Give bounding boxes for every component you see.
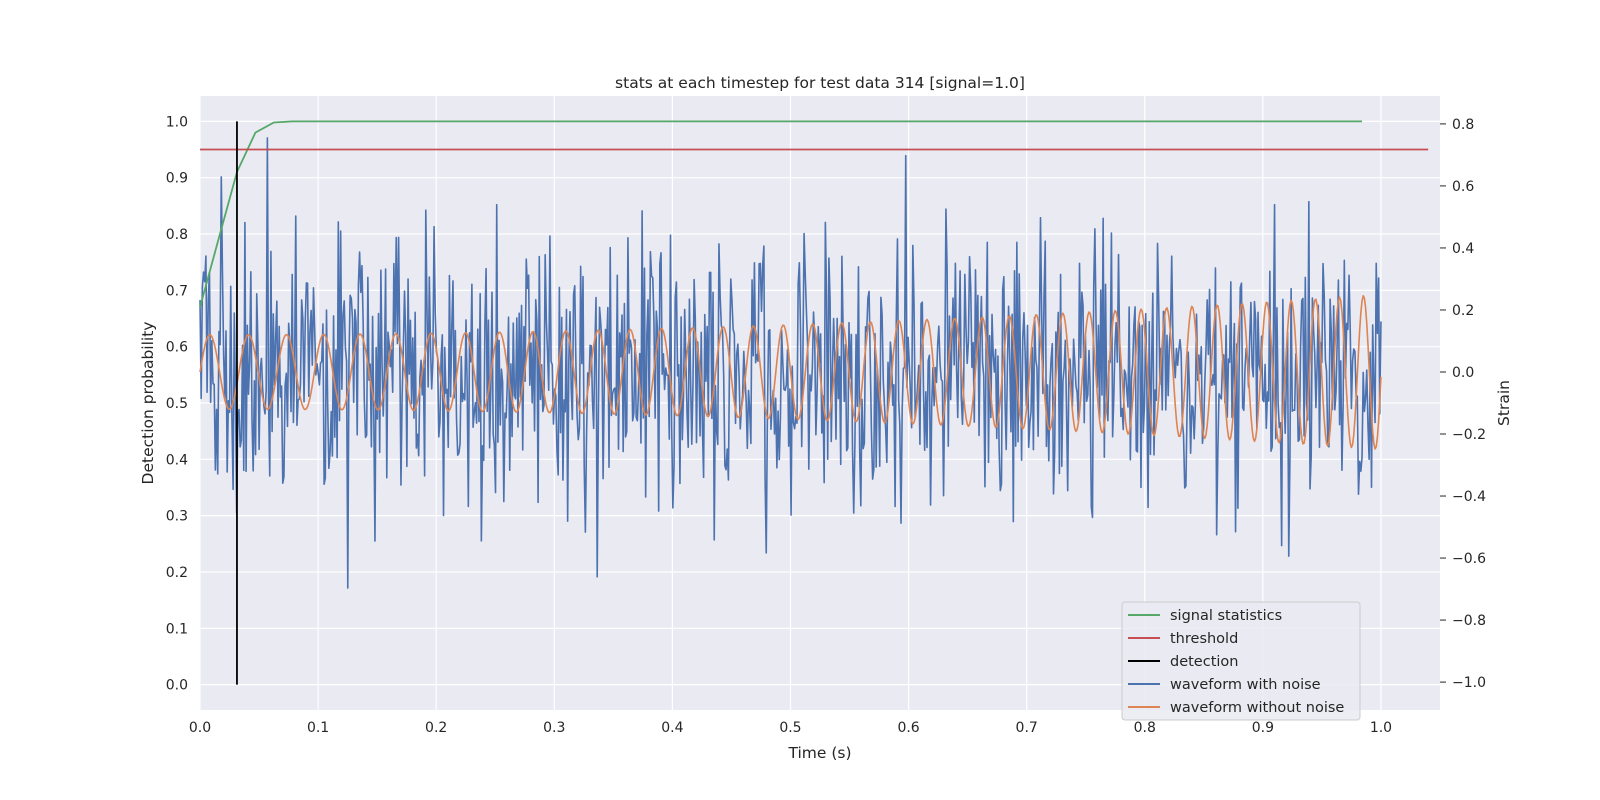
y-tick-label: 0.3 (166, 509, 188, 525)
legend: signal statistics threshold detection wa… (1121, 601, 1361, 721)
y-right-tick-label: 0.6 (1452, 179, 1474, 195)
x-tick-label: 0.2 (425, 720, 447, 736)
y-right-tick-label: 0.2 (1452, 303, 1474, 319)
y-right-tick-label: −0.4 (1452, 489, 1486, 505)
y-tick-label: 0.8 (166, 227, 188, 243)
x-axis-ticks: 0.0 0.1 0.2 0.3 0.4 0.5 0.6 0.7 0.8 0.9 1.0 (189, 720, 1392, 736)
y-right-tick-label: −1.0 (1452, 675, 1486, 691)
y-right-tick-label: 0.4 (1452, 241, 1474, 257)
x-tick-label: 0.6 (897, 720, 919, 736)
x-tick-label: 0.1 (307, 720, 329, 736)
y-axis-label: Detection probability (139, 322, 157, 485)
right-axis-ticks: −1.0 −0.8 −0.6 −0.4 −0.2 0.0 0.2 0.4 0.6 0.8 (1440, 117, 1486, 691)
y-tick-label: 1.0 (166, 114, 188, 130)
y-tick-label: 0.5 (166, 396, 188, 412)
y-right-tick-label: −0.8 (1452, 613, 1486, 629)
y-tick-label: 0.4 (166, 452, 188, 468)
series-layer (199, 120, 1429, 685)
y-right-tick-label: 0.0 (1452, 365, 1474, 381)
x-axis-label: Time (s) (787, 744, 851, 762)
legend-label-threshold: threshold (1170, 631, 1238, 647)
legend-box (1121, 601, 1361, 721)
y-tick-label: 0.0 (166, 678, 188, 694)
y-right-tick-label: 0.8 (1452, 117, 1474, 133)
x-tick-label: 0.4 (661, 720, 683, 736)
x-tick-label: 0.9 (1252, 720, 1274, 736)
y-tick-label: 0.2 (166, 565, 188, 581)
y-tick-label: 0.7 (166, 283, 188, 299)
legend-label-waveform-without-noise: waveform without noise (1170, 700, 1344, 716)
x-tick-label: 0.7 (1016, 720, 1038, 736)
y-axis-right-label: Strain (1495, 380, 1513, 426)
y-tick-label: 0.1 (166, 621, 188, 637)
y-right-tick-label: −0.2 (1452, 427, 1486, 443)
legend-label-signal-statistics: signal statistics (1170, 608, 1282, 624)
y-tick-label: 0.9 (166, 171, 188, 187)
x-tick-label: 0.0 (189, 720, 211, 736)
chart-title: stats at each timestep for test data 314… (615, 74, 1025, 92)
x-tick-label: 1.0 (1370, 720, 1392, 736)
legend-label-detection: detection (1170, 654, 1238, 670)
y-tick-label: 0.6 (166, 340, 188, 356)
series-signal-statistics (199, 120, 1363, 308)
legend-label-waveform-with-noise: waveform with noise (1170, 677, 1321, 693)
series-waveform-without-noise (199, 294, 1382, 450)
x-tick-label: 0.8 (1134, 720, 1156, 736)
series-waveform-with-noise (199, 137, 1382, 589)
x-tick-label: 0.5 (779, 720, 801, 736)
x-tick-label: 0.3 (543, 720, 565, 736)
left-axis-ticks: 0.0 0.1 0.2 0.3 0.4 0.5 0.6 0.7 0.8 0.9 1.0 (166, 114, 188, 693)
y-right-tick-label: −0.6 (1452, 551, 1486, 567)
